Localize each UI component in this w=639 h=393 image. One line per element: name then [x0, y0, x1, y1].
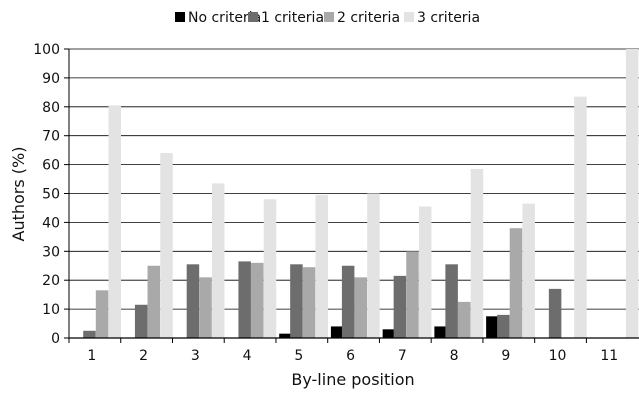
bar-2-criteria-3 — [199, 277, 212, 338]
bar-3-criteria-6 — [367, 193, 380, 338]
bar-1-criteria-2 — [134, 304, 148, 338]
bar-no-criteria-8 — [434, 326, 447, 338]
bar-3-criteria-4 — [263, 199, 277, 338]
x-axis-title: By-line position — [291, 370, 414, 389]
y-tick-labels: 0 10 20 30 40 50 60 70 80 90 100 — [33, 42, 60, 347]
bar-2-criteria-7 — [406, 251, 419, 338]
y-tick-label: 0 — [51, 331, 60, 347]
bar-no-criteria-9 — [486, 316, 499, 338]
y-tick-label: 60 — [42, 158, 60, 174]
x-tick-label: 11 — [600, 348, 618, 364]
legend-label: 1 criteria — [261, 10, 324, 26]
legend-label: 3 criteria — [417, 10, 480, 26]
bar-2-criteria-9 — [509, 228, 523, 338]
x-tick-label: 9 — [501, 348, 510, 364]
bar-2-criteria-5 — [302, 267, 316, 338]
bar-1-criteria-3 — [186, 264, 200, 338]
legend-swatch — [324, 12, 334, 22]
bars — [83, 49, 639, 338]
bar-no-criteria-5 — [279, 333, 292, 338]
x-tick-label: 1 — [87, 348, 96, 364]
bar-1-criteria-10 — [548, 288, 562, 338]
y-tick-label: 40 — [42, 215, 60, 231]
x-tick-label: 6 — [346, 348, 355, 364]
bar-2-criteria-4 — [251, 262, 264, 338]
legend-swatch — [404, 12, 414, 22]
x-tick-labels: 1 2 3 4 5 6 7 8 9 10 11 — [87, 348, 618, 364]
bar-1-criteria-4 — [238, 261, 251, 338]
y-tick-label: 10 — [42, 302, 60, 318]
bar-3-criteria-3 — [211, 183, 225, 338]
x-tick-label: 2 — [139, 348, 148, 364]
bar-2-criteria-2 — [147, 265, 161, 338]
bar-3-criteria-10 — [574, 96, 587, 338]
legend-label: No criteria — [188, 10, 261, 26]
bar-3-criteria-7 — [418, 206, 432, 338]
bar-no-criteria-7 — [382, 329, 396, 338]
bar-3-criteria-8 — [470, 168, 484, 338]
x-tick-label: 3 — [191, 348, 200, 364]
bar-1-criteria-8 — [445, 264, 458, 338]
bar-2-criteria-6 — [354, 277, 368, 338]
x-tick-label: 5 — [294, 348, 303, 364]
x-tick-label: 4 — [243, 348, 252, 364]
y-tick-label: 70 — [42, 129, 60, 145]
bar-2-criteria-1 — [95, 290, 109, 338]
legend: No criteria 1 criteria 2 criteria 3 criteri… — [175, 10, 480, 26]
bar-3-criteria-11 — [625, 49, 639, 338]
y-tick-label: 20 — [42, 273, 60, 289]
bar-3-criteria-2 — [160, 153, 173, 338]
bar-1-criteria-1 — [83, 330, 96, 338]
y-tick-label: 90 — [42, 71, 60, 87]
bar-2-criteria-8 — [457, 301, 471, 338]
bar-1-criteria-6 — [341, 265, 355, 338]
x-tick-label: 10 — [549, 348, 567, 364]
bar-1-criteria-9 — [497, 314, 510, 338]
legend-swatch — [175, 12, 185, 22]
bar-1-criteria-5 — [290, 264, 303, 338]
y-tick-label: 80 — [42, 100, 60, 116]
y-tick-label: 30 — [42, 244, 60, 260]
y-tick-label: 50 — [42, 187, 60, 203]
legend-label: 2 criteria — [337, 10, 400, 26]
bar-no-criteria-6 — [330, 326, 344, 338]
bar-3-criteria-9 — [522, 203, 535, 338]
x-tick-label: 8 — [450, 348, 459, 364]
legend-swatch — [248, 12, 258, 22]
x-tick-label: 7 — [398, 348, 407, 364]
y-tick-label: 100 — [33, 42, 60, 58]
bar-1-criteria-7 — [393, 275, 407, 338]
bar-3-criteria-5 — [315, 194, 328, 338]
axes — [68, 49, 639, 343]
y-axis-title: Authors (%) — [9, 147, 28, 242]
bar-3-criteria-1 — [108, 105, 121, 338]
